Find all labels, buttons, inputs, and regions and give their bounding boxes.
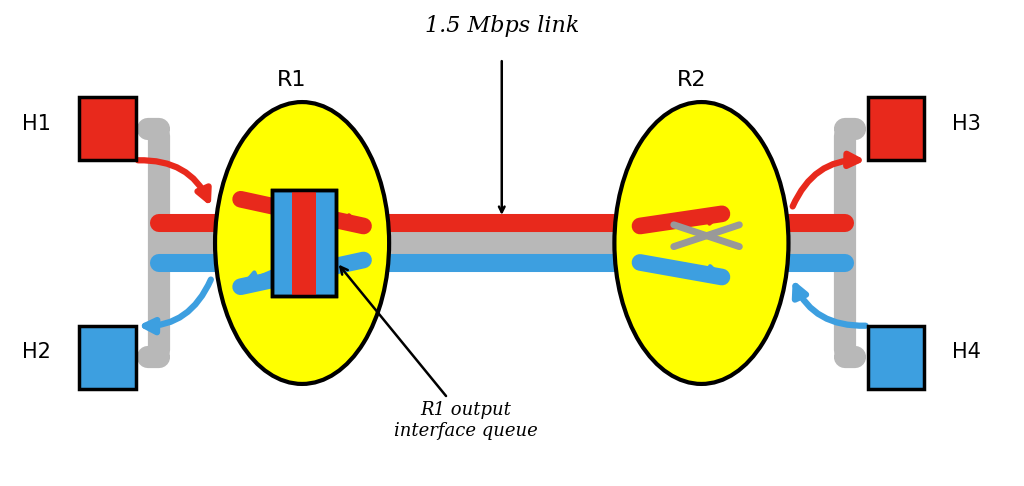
FancyBboxPatch shape xyxy=(292,190,316,296)
Text: H4: H4 xyxy=(952,342,981,363)
Text: H1: H1 xyxy=(23,114,51,134)
Ellipse shape xyxy=(614,102,788,384)
Ellipse shape xyxy=(215,102,389,384)
FancyBboxPatch shape xyxy=(80,326,135,389)
Text: R1 output
interface queue: R1 output interface queue xyxy=(340,267,538,440)
FancyBboxPatch shape xyxy=(868,97,925,160)
FancyBboxPatch shape xyxy=(272,190,336,296)
Text: R2: R2 xyxy=(677,70,706,90)
Text: H3: H3 xyxy=(952,114,981,134)
Text: 1.5 Mbps link: 1.5 Mbps link xyxy=(425,15,579,36)
FancyBboxPatch shape xyxy=(868,326,925,389)
Text: H2: H2 xyxy=(23,342,51,363)
Text: R1: R1 xyxy=(278,70,306,90)
FancyBboxPatch shape xyxy=(80,97,135,160)
